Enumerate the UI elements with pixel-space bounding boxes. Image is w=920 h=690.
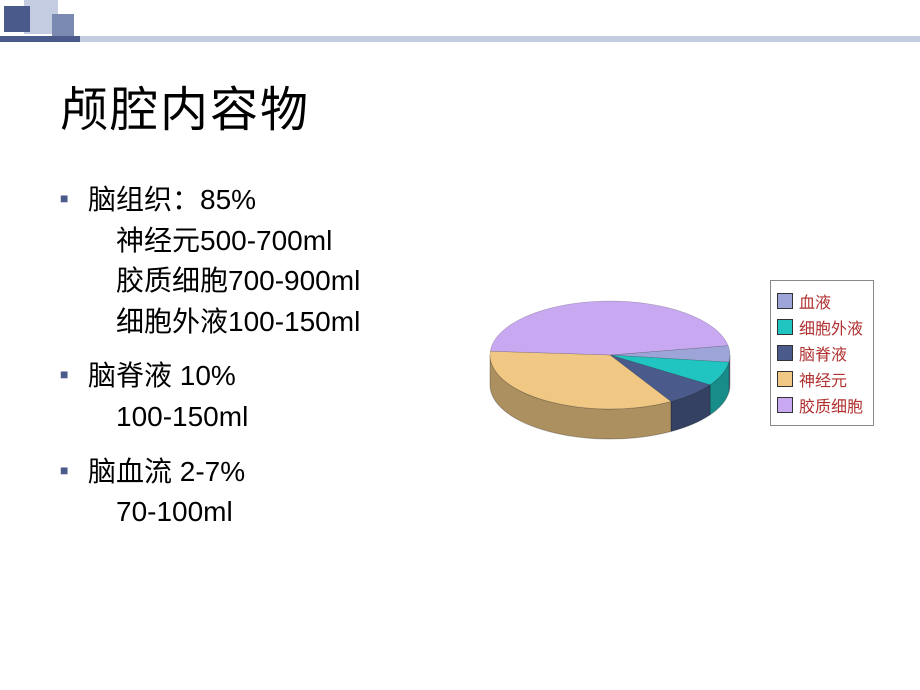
bullet-head: 脑血流 2-7% [88,452,480,493]
legend-row: 细胞外液 [777,315,863,339]
bullet-subline: 神经元500-700ml [88,221,480,262]
legend-row: 神经元 [777,367,863,391]
legend-swatch [777,345,793,361]
bullet-list: 脑组织：85%神经元500-700ml胶质细胞700-900ml细胞外液100-… [60,180,480,547]
legend-label: 血液 [799,289,831,313]
decorative-header [0,0,920,48]
bullet-item: 脑脊液 10%100-150ml [60,356,480,437]
legend-row: 血液 [777,289,863,313]
bullet-subline: 100-150ml [88,397,480,438]
legend-label: 神经元 [799,367,847,391]
bullet-head: 脑脊液 10% [88,356,480,397]
legend-swatch [777,397,793,413]
legend-label: 胶质细胞 [799,393,863,417]
header-block [4,6,30,32]
legend-row: 胶质细胞 [777,393,863,417]
chart-legend: 血液细胞外液脑脊液神经元胶质细胞 [770,280,874,426]
header-block [52,14,74,36]
legend-swatch [777,319,793,335]
bullet-item: 脑组织：85%神经元500-700ml胶质细胞700-900ml细胞外液100-… [60,180,480,342]
bullet-head: 脑组织：85% [88,180,480,221]
bullet-item: 脑血流 2-7%70-100ml [60,452,480,533]
bullet-subline: 70-100ml [88,492,480,533]
pie-slice-top [490,301,728,355]
legend-swatch [777,371,793,387]
legend-label: 脑脊液 [799,341,847,365]
header-bar [0,36,920,42]
bullet-subline: 细胞外液100-150ml [88,302,480,343]
slide-title: 颅腔内容物 [60,70,310,140]
legend-row: 脑脊液 [777,341,863,365]
legend-label: 细胞外液 [799,315,863,339]
bullet-subline: 胶质细胞700-900ml [88,261,480,302]
pie-chart [460,260,760,480]
legend-swatch [777,293,793,309]
